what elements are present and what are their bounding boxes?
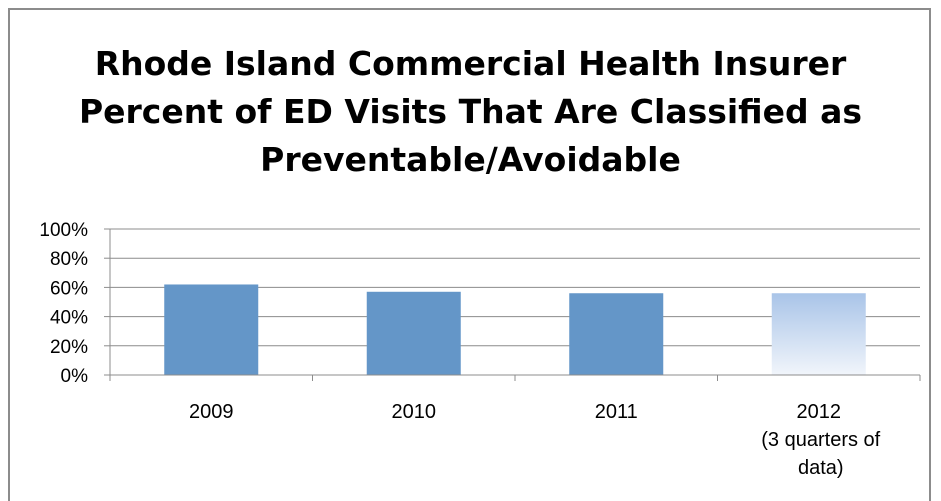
y-tick-label: 0%	[61, 366, 89, 387]
bar-2011	[569, 293, 664, 375]
y-tick-label: 20%	[50, 337, 88, 358]
bar-2012	[771, 293, 866, 375]
x-tick-label-line: data)	[798, 457, 844, 479]
chart-title-line-2: Percent of ED Visits That Are Classified…	[78, 92, 863, 131]
x-tick-label-line: 2009	[189, 401, 234, 423]
x-tick-label-2010: 2010	[392, 401, 437, 423]
y-tick-label: 60%	[50, 278, 88, 299]
bar-2010	[366, 291, 461, 375]
x-tick-label-line: (3 quarters of	[761, 429, 880, 451]
axis-labels: 0% 20% 40% 60% 80% 100% 2009 2010 2011 2012 (3 qua…	[39, 220, 880, 479]
x-tick-label-line: 2011	[595, 401, 638, 423]
x-tick-label-2011: 2011	[595, 401, 638, 423]
chart-title: Rhode Island Commercial Health Insurer P…	[0, 40, 941, 184]
bar-2009	[164, 284, 259, 375]
bars	[164, 284, 866, 375]
chart-title-line-1: Rhode Island Commercial Health Insurer	[94, 44, 847, 83]
y-tick-label: 80%	[50, 249, 88, 270]
chart-title-line-3: Preventable/Avoidable	[260, 140, 681, 179]
x-tick-label-2012: 2012 (3 quarters of data)	[761, 401, 880, 479]
chart-frame	[8, 8, 931, 501]
x-tick-label-line: 2012	[797, 401, 842, 423]
y-tick-label: 40%	[50, 308, 88, 329]
x-tick-label-2009: 2009	[189, 401, 234, 423]
y-tick-label: 100%	[39, 220, 88, 241]
axes	[104, 228, 921, 381]
x-tick-label-line: 2010	[392, 401, 437, 423]
